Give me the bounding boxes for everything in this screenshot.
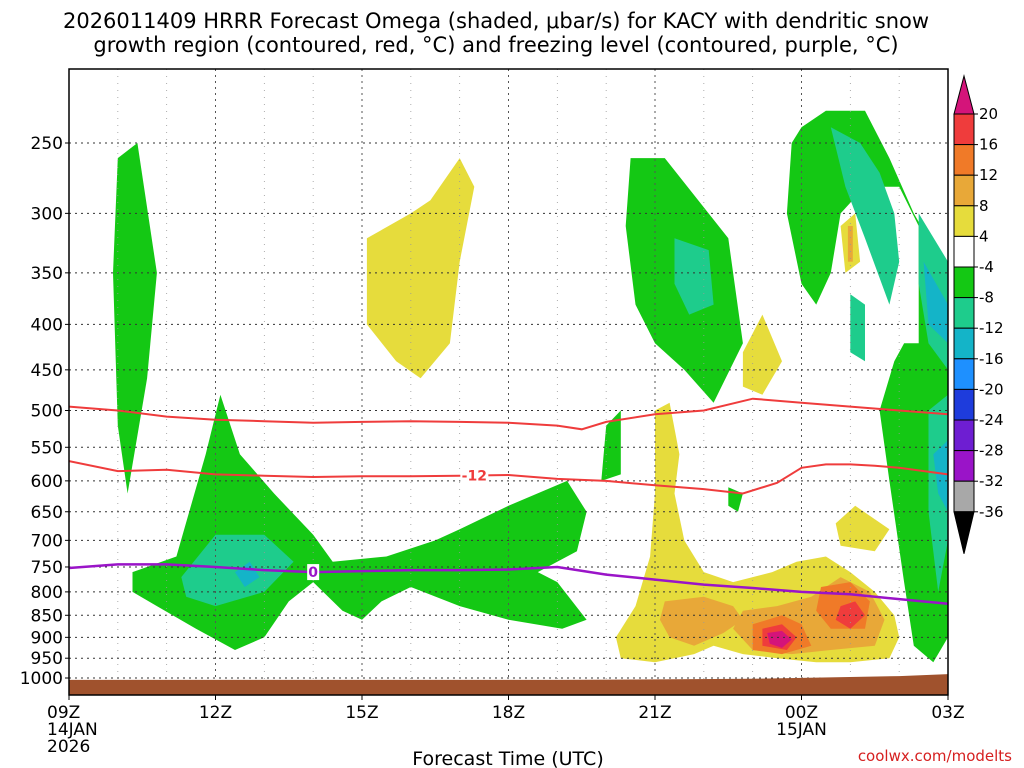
y-tick-label-600: 600	[31, 472, 63, 492]
y-tick-label-300: 300	[31, 204, 63, 224]
x-tick-label-0-0: 09Z	[47, 703, 80, 723]
omega-region-12	[923, 261, 948, 344]
colorbar-swatch-5	[953, 235, 975, 268]
x-tick-label-0-2: 2026	[47, 737, 90, 757]
x-axis-label: Forecast Time (UTC)	[412, 748, 603, 768]
dgz-contour-0	[69, 397, 948, 431]
colorbar-top-arrow	[953, 74, 975, 115]
x-tick-label-1-0: 12Z	[199, 703, 232, 723]
x-tick-label-3-0: 18Z	[492, 703, 525, 723]
colorbar-swatch-6	[953, 266, 975, 299]
colorbar-swatch-2	[953, 144, 975, 176]
credit-text: coolwx.com/modelts	[858, 747, 1012, 765]
colorbar-swatch-10	[953, 388, 975, 421]
y-tick-label-950: 950	[31, 649, 63, 669]
x-tick-label-4-0: 21Z	[638, 703, 671, 723]
omega-region-19	[847, 226, 853, 262]
omega-region-8	[786, 110, 948, 663]
colorbar-label-2: 12	[979, 166, 998, 184]
colorbar-swatch-9	[953, 358, 975, 390]
colorbar-swatch-3	[953, 174, 975, 207]
colorbar-swatch-11	[953, 419, 975, 452]
omega-region-0	[113, 143, 157, 494]
colorbar-swatch-12	[953, 450, 975, 482]
contour-lines: -12 0	[69, 397, 948, 606]
y-tick-label-550: 550	[31, 438, 63, 458]
x-tick-label-5-0: 00Z	[785, 703, 818, 723]
grid-lines	[69, 69, 948, 695]
colorbar: 20 16 12 8 4 -4 -8 -12 -16 -20 -24 -28 -32 -36	[953, 74, 1004, 554]
y-tick-label-800: 800	[31, 583, 63, 603]
colorbar-swatch-7	[953, 297, 975, 329]
omega-region-5	[674, 238, 714, 315]
y-tick-label-1000: 1000	[20, 669, 63, 689]
omega-shading	[113, 110, 948, 663]
colorbar-label-0: 20	[979, 105, 998, 123]
y-tick-label-700: 700	[31, 531, 63, 551]
colorbar-bottom-arrow	[953, 511, 975, 554]
y-tick-label-500: 500	[31, 402, 63, 422]
colorbar-swatch-4	[953, 205, 975, 237]
colorbar-label-3: 8	[979, 197, 989, 215]
y-axis: 2503003504004505005506006507007508008509…	[20, 134, 69, 689]
dgz-contour-1	[69, 460, 948, 495]
x-tick-label-5-1: 15JAN	[776, 720, 827, 740]
omega-region-14	[933, 440, 948, 512]
omega-region-9	[830, 127, 900, 305]
colorbar-label-5: -4	[979, 258, 994, 276]
colorbar-label-6: -8	[979, 289, 994, 307]
dgz-contour-label-1: -12	[462, 468, 487, 484]
ground-surface	[69, 674, 948, 695]
freezing-label-bg	[307, 564, 320, 581]
colorbar-label-11: -28	[979, 442, 1004, 460]
freezing-level-label: 0	[308, 565, 318, 581]
y-tick-label-350: 350	[31, 264, 63, 284]
title-line-1: 2026011409 HRRR Forecast Omega (shaded, …	[63, 9, 929, 33]
colorbar-label-1: 16	[979, 136, 998, 154]
y-tick-label-900: 900	[31, 628, 63, 648]
colorbar-swatch-1	[953, 113, 975, 146]
colorbar-label-8: -16	[979, 350, 1004, 368]
colorbar-label-9: -20	[979, 380, 1004, 398]
omega-region-6	[601, 410, 621, 481]
x-tick-label-2-0: 15Z	[345, 703, 378, 723]
y-tick-label-850: 850	[31, 606, 63, 626]
colorbar-label-13: -36	[979, 503, 1004, 521]
colorbar-swatch-8	[953, 327, 975, 360]
y-tick-label-450: 450	[31, 361, 63, 381]
y-tick-label-400: 400	[31, 315, 63, 335]
title-line-2: growth region (contoured, red, °C) and f…	[93, 33, 898, 57]
dgz-label-bg-1	[460, 467, 489, 484]
omega-region-17	[742, 314, 782, 395]
freezing-level-contour	[69, 563, 948, 606]
omega-region-20	[835, 505, 890, 552]
colorbar-label-12: -32	[979, 472, 1004, 490]
omega-region-22	[659, 596, 743, 646]
x-tick-label-6-0: 03Z	[931, 703, 964, 723]
colorbar-label-4: 4	[979, 227, 989, 245]
y-tick-label-650: 650	[31, 503, 63, 523]
x-tick-label-0-1: 14JAN	[47, 720, 98, 740]
ground-fill	[69, 674, 948, 695]
colorbar-label-7: -12	[979, 319, 1004, 337]
colorbar-label-10: -24	[979, 411, 1004, 429]
chart-title: 2026011409 HRRR Forecast Omega (shaded, …	[63, 9, 929, 57]
colorbar-swatch-13	[953, 480, 975, 513]
omega-region-10	[850, 294, 865, 362]
y-tick-label-250: 250	[31, 134, 63, 154]
y-tick-label-750: 750	[31, 558, 63, 578]
omega-region-28	[767, 630, 792, 648]
